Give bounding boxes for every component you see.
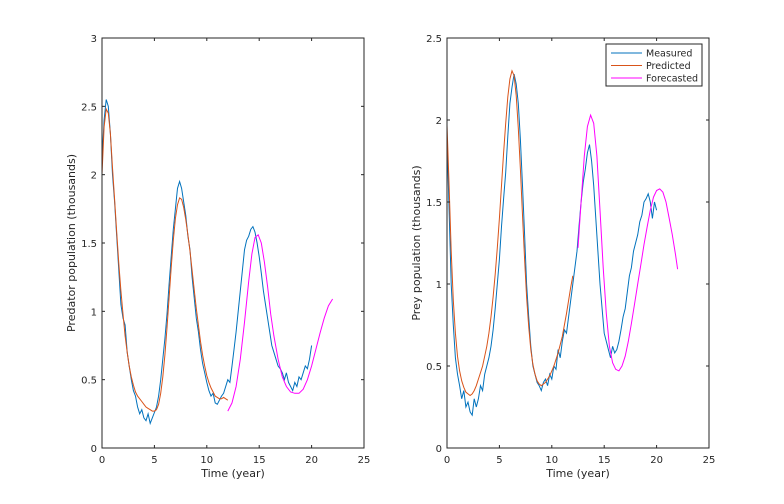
predator-series-forecasted (227, 233, 334, 412)
legend-label-forecasted: Forecasted (646, 74, 698, 85)
predator-y-tick-label: 2 (91, 171, 97, 182)
predator-y-tick-label: 1 (91, 307, 97, 318)
predator-series-measured (101, 99, 313, 426)
predator-y-tick-label: 3 (91, 34, 97, 45)
predator-y-tick-label: 2.5 (81, 102, 97, 113)
predator-axes: 0 5 10 15 20 25 0 0.5 1 1.5 2 2.5 3 Time (year) Predat… (65, 34, 370, 480)
predator-y-tick-label: 1.5 (81, 239, 97, 250)
prey-x-tick-label: 10 (545, 455, 558, 466)
prey-y-tick-label: 0.5 (426, 362, 442, 373)
prey-series-measured (446, 73, 658, 417)
predator-axes-box (101, 37, 365, 449)
predator-series-predicted (101, 107, 229, 412)
prey-x-tick-label: 15 (598, 455, 611, 466)
predator-x-tick-label: 10 (200, 455, 213, 466)
legend-label-measured: Measured (646, 49, 692, 60)
predator-x-tick-label: 5 (151, 455, 157, 466)
prey-x-tick-label: 20 (650, 455, 663, 466)
prey-y-tick-label: 1.5 (426, 198, 442, 209)
predator-y-tick-label: 0 (91, 444, 97, 455)
prey-y-tick-label: 0 (436, 444, 442, 455)
predator-x-tick-label: 25 (358, 455, 371, 466)
prey-series-predicted (446, 69, 574, 397)
predator-y-axis-label: Predator population (thousands) (65, 154, 78, 332)
predator-x-axis-label: Time (year) (200, 467, 265, 480)
predator-x-tick-label: 15 (253, 455, 266, 466)
prey-x-axis-label: Time (year) (545, 467, 610, 480)
prey-y-axis-label: Prey population (thousands) (410, 165, 423, 320)
prey-x-tick-label: 0 (444, 455, 450, 466)
prey-series-forecasted (577, 113, 679, 372)
prey-y-tick-label: 2.5 (426, 34, 442, 45)
prey-axes-box (446, 37, 710, 449)
predator-x-tick-label: 0 (99, 455, 105, 466)
predator-y-tick-label: 0.5 (81, 376, 97, 387)
prey-x-tick-label: 5 (496, 455, 502, 466)
prey-axes: 0 5 10 15 20 25 0 0.5 1 1.5 2 2.5 Time (year) Prey po… (410, 34, 715, 480)
prey-x-tick-label: 25 (703, 455, 716, 466)
legend-label-predicted: Predicted (646, 61, 691, 72)
prey-y-tick-label: 2 (436, 116, 442, 127)
prey-y-tick-label: 1 (436, 280, 442, 291)
predator-x-tick-label: 20 (305, 455, 318, 466)
